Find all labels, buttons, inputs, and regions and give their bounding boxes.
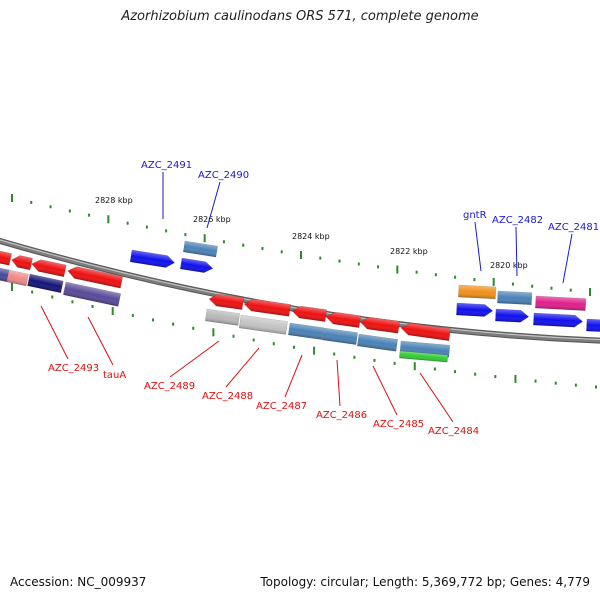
scale-label: 2822 kbp: [390, 247, 428, 256]
gene-block[interactable]: [288, 322, 324, 340]
callout-line: [515, 226, 518, 277]
gene-block[interactable]: [458, 284, 497, 300]
gene-arrow[interactable]: [533, 312, 584, 328]
gene-arrow[interactable]: [456, 302, 494, 317]
gene-label-gntr[interactable]: gntR: [463, 210, 487, 221]
callout-line: [284, 354, 303, 398]
callout-line: [336, 359, 341, 407]
gene-block[interactable]: [205, 308, 240, 326]
callout-line: [87, 316, 114, 366]
gene-label-azc_2493[interactable]: AZC_2493: [48, 363, 99, 374]
gene-label-azc_2491[interactable]: AZC_2491: [141, 160, 192, 171]
gene-arrow[interactable]: [67, 265, 124, 289]
gene-block[interactable]: [322, 327, 358, 345]
scale-label: 2820 kbp: [490, 261, 528, 270]
gene-label-azc_2481[interactable]: AZC_2481: [548, 222, 599, 233]
scale-labels: 2828 kbp 2826 kbp 2824 kbp 2822 kbp 2820 kbp: [95, 196, 528, 270]
callout-line: [419, 372, 454, 423]
gene-callouts: AZC_2491 AZC_2490 gntR AZC_2482 AZC_2481 AZC_…: [40, 160, 599, 437]
gene-label-azc_2488[interactable]: AZC_2488: [202, 391, 253, 402]
callout-line: [225, 347, 260, 388]
callout-line: [206, 181, 221, 229]
outer-tick-track: [11, 194, 591, 296]
gene-block[interactable]: [399, 350, 449, 363]
gene-label-azc_2489[interactable]: AZC_2489: [144, 381, 195, 392]
gene-arrow[interactable]: [179, 257, 214, 274]
callout-line: [474, 221, 482, 272]
scale-label: 2826 kbp: [193, 215, 231, 224]
gene-label-taua[interactable]: tauA: [103, 370, 126, 381]
gene-arrow[interactable]: [400, 322, 451, 341]
gene-block[interactable]: [6, 269, 29, 287]
callout-line: [562, 233, 573, 284]
gene-arrow[interactable]: [208, 293, 244, 310]
callout-line: [169, 340, 220, 378]
gene-arrow[interactable]: [11, 254, 33, 271]
callout-line: [372, 365, 398, 416]
callout-line: [40, 305, 69, 360]
gene-label-azc_2486[interactable]: AZC_2486: [316, 410, 367, 421]
gene-label-azc_2482[interactable]: AZC_2482: [492, 215, 543, 226]
gene-label-azc_2484[interactable]: AZC_2484: [428, 426, 479, 437]
gene-block[interactable]: [535, 295, 587, 311]
gene-block[interactable]: [63, 281, 122, 307]
inner-tick-track: [11, 283, 597, 389]
gene-block[interactable]: [238, 314, 288, 335]
scale-label: 2824 kbp: [292, 232, 330, 241]
scale-label: 2828 kbp: [95, 196, 133, 205]
gene-arrow[interactable]: [243, 298, 291, 317]
genome-summary-text: Topology: circular; Length: 5,369,772 bp…: [260, 575, 590, 589]
accession-text: Accession: NC_009937: [10, 575, 147, 589]
gene-arrow[interactable]: [0, 250, 12, 266]
gene-block[interactable]: [182, 240, 218, 258]
gene-arrow[interactable]: [586, 318, 600, 332]
gene-arrow[interactable]: [291, 305, 327, 322]
gene-arrow[interactable]: [495, 308, 530, 323]
gene-arrow[interactable]: [359, 316, 400, 334]
genome-title: Azorhizobium caulinodans ORS 571, comple…: [121, 9, 479, 24]
gene-label-azc_2487[interactable]: AZC_2487: [256, 401, 307, 412]
gene-arrow[interactable]: [325, 311, 361, 328]
gene-block[interactable]: [357, 333, 398, 352]
gene-arrow[interactable]: [31, 258, 67, 278]
gene-label-azc_2485[interactable]: AZC_2485: [373, 419, 424, 430]
gene-label-azc_2490[interactable]: AZC_2490: [198, 170, 249, 181]
gene-block[interactable]: [497, 290, 533, 306]
gene-arrow[interactable]: [129, 249, 175, 269]
gene-block[interactable]: [27, 273, 64, 294]
gene-features: [0, 240, 600, 363]
